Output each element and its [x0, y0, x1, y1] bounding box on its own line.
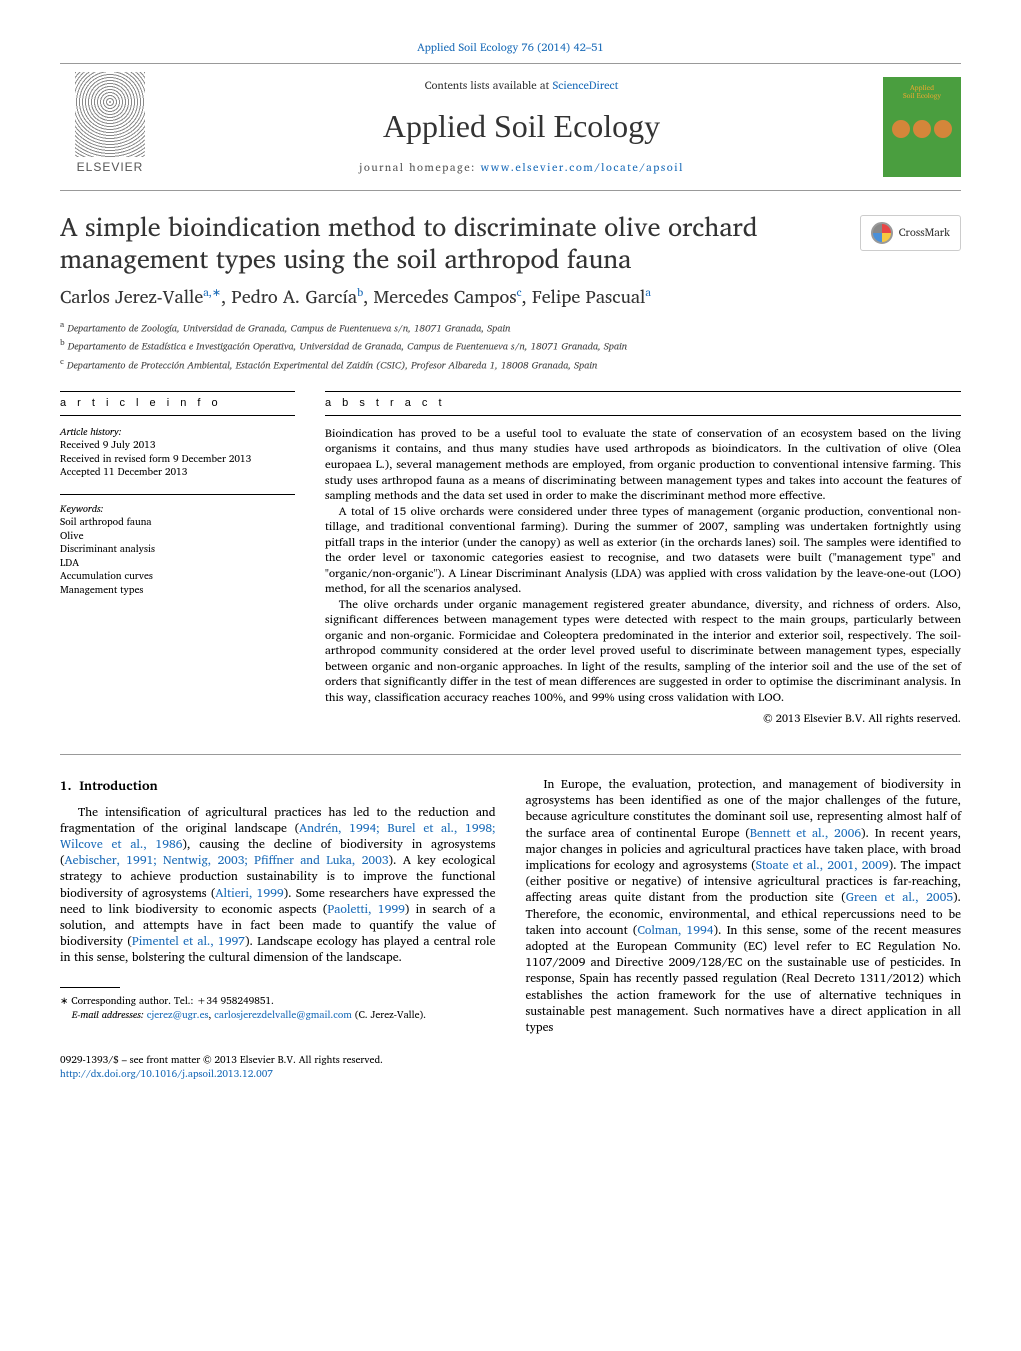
footnote-emails: E-mail addresses: cjerez@ugr.es, carlosj… — [60, 1008, 496, 1022]
crossmark-label: CrossMark — [899, 225, 950, 240]
journal-header: ELSEVIER Contents lists available at Sci… — [60, 63, 961, 191]
article-title: A simple bioindication method to discrim… — [60, 211, 840, 276]
affiliation: b Departamento de Estadística e Investig… — [60, 336, 961, 354]
abstract-paragraph: A total of 15 olive orchards were consid… — [325, 504, 961, 597]
email-link[interactable]: cjerez@ugr.es — [147, 1007, 209, 1023]
email-link[interactable]: carlosjerezdelvalle@gmail.com — [214, 1007, 352, 1023]
body-paragraph: In Europe, the evaluation, protection, a… — [526, 777, 962, 1036]
doi-link[interactable]: http://dx.doi.org/10.1016/j.apsoil.2013.… — [60, 1066, 273, 1082]
footnote-separator — [60, 987, 120, 988]
page-footer: 0929-1393/$ – see front matter © 2013 El… — [60, 1054, 961, 1081]
author-sup[interactable]: a,∗ — [203, 283, 221, 301]
body-paragraph: The intensification of agricultural prac… — [60, 805, 496, 967]
affiliation: a Departamento de Zoología, Universidad … — [60, 318, 961, 336]
publisher-logo: ELSEVIER — [60, 72, 160, 182]
contents-line: Contents lists available at ScienceDirec… — [160, 78, 883, 93]
section-heading: 1. Introduction — [60, 777, 496, 795]
top-citation-link: Applied Soil Ecology 76 (2014) 42–51 — [60, 40, 961, 55]
email-label: E-mail addresses: — [72, 1007, 144, 1023]
author-sup[interactable]: c — [517, 283, 522, 301]
keyword: Discriminant analysis — [60, 543, 295, 557]
crossmark-icon — [871, 222, 893, 244]
corresponding-author-footnote: ∗ Corresponding author. Tel.: +34 958249… — [60, 994, 496, 1022]
keywords-block: Keywords: Soil arthropod fauna Olive Dis… — [60, 503, 295, 598]
cover-icons — [892, 120, 952, 138]
author-sup[interactable]: a — [645, 283, 651, 301]
header-center: Contents lists available at ScienceDirec… — [160, 78, 883, 175]
author: Carlos Jerez-Valle — [60, 281, 203, 311]
section-divider — [60, 754, 961, 755]
cover-title: AppliedSoil Ecology — [903, 85, 941, 102]
homepage-prefix: journal homepage: — [359, 158, 480, 176]
author: Felipe Pascual — [532, 281, 645, 311]
article-history: Article history: Received 9 July 2013 Re… — [60, 426, 295, 480]
affiliation: c Departamento de Protección Ambiental, … — [60, 355, 961, 373]
citation-link[interactable]: Applied Soil Ecology 76 (2014) 42–51 — [417, 38, 603, 56]
cover-icon — [913, 120, 931, 138]
cover-icon — [934, 120, 952, 138]
cover-icon — [892, 120, 910, 138]
history-item: Accepted 11 December 2013 — [60, 466, 295, 480]
abstract: a b s t r a c t Bioindication has proved… — [325, 391, 961, 726]
copyright: © 2013 Elsevier B.V. All rights reserved… — [325, 711, 961, 726]
article-info-sidebar: a r t i c l e i n f o Article history: R… — [60, 391, 295, 726]
homepage-link[interactable]: www.elsevier.com/locate/apsoil — [481, 158, 684, 176]
affiliations: a Departamento de Zoología, Universidad … — [60, 318, 961, 373]
authors-line: Carlos Jerez-Vallea,∗, Pedro A. Garcíab,… — [60, 284, 961, 308]
abstract-paragraph: The olive orchards under organic managem… — [325, 597, 961, 706]
elsevier-tree-icon — [75, 72, 145, 157]
journal-title: Applied Soil Ecology — [160, 105, 883, 148]
footnote-line: ∗ Corresponding author. Tel.: +34 958249… — [60, 994, 496, 1008]
keyword: Management types — [60, 584, 295, 598]
divider — [60, 494, 295, 495]
author-sup[interactable]: b — [357, 283, 363, 301]
sciencedirect-link[interactable]: ScienceDirect — [553, 76, 619, 94]
journal-homepage: journal homepage: www.elsevier.com/locat… — [160, 160, 883, 175]
contents-prefix: Contents lists available at — [425, 76, 553, 94]
crossmark-badge[interactable]: CrossMark — [860, 215, 961, 251]
body-text: 1. Introduction The intensification of a… — [60, 777, 961, 1036]
abstract-paragraph: Bioindication has proved to be a useful … — [325, 426, 961, 504]
publisher-name: ELSEVIER — [77, 159, 144, 175]
author: Pedro A. García — [231, 281, 357, 311]
abstract-heading: a b s t r a c t — [325, 391, 961, 416]
keyword: Soil arthropod fauna — [60, 516, 295, 530]
article-info-heading: a r t i c l e i n f o — [60, 391, 295, 416]
author: Mercedes Campos — [374, 281, 517, 311]
journal-cover-thumbnail: AppliedSoil Ecology — [883, 77, 961, 177]
